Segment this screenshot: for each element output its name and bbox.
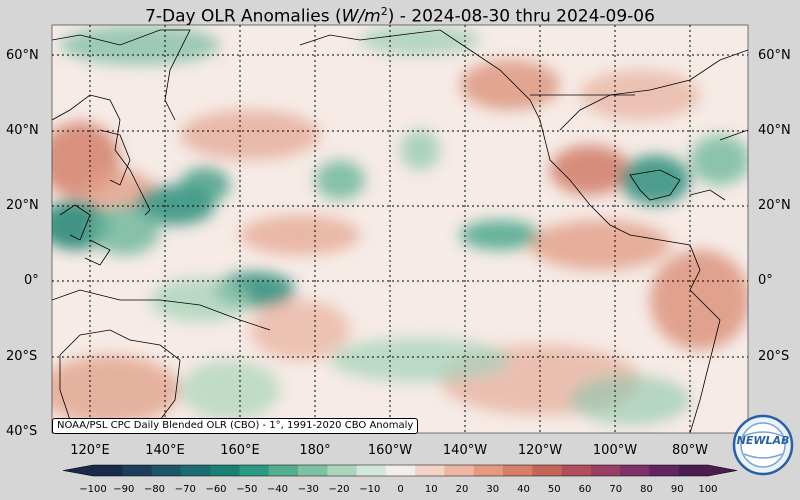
colorbar-right-arrow: [708, 465, 737, 476]
colorbar-swatch: [385, 465, 416, 476]
lon-label: 160°W: [367, 443, 413, 458]
lon-label: 80°W: [672, 443, 708, 458]
colorbar-swatch: [678, 465, 709, 476]
colorbar-tick-label: −20: [328, 484, 350, 495]
colorbar-tick-label: −30: [297, 484, 319, 495]
colorbar-tick-label: −80: [143, 484, 166, 495]
map-title: 7-Day OLR Anomalies (W/m2) - 2024-08-30 …: [145, 5, 655, 27]
colorbar-swatch: [415, 465, 445, 476]
lon-label: 180°: [299, 443, 331, 458]
lon-label: 120°E: [70, 443, 110, 458]
colorbar-tick-label: 90: [670, 484, 684, 495]
colorbar-left-arrow: [63, 465, 93, 476]
lon-label: 160°E: [220, 443, 260, 458]
colorbar-swatch: [532, 465, 563, 476]
colorbar-outline: [62, 464, 738, 477]
colorbar-swatch: [649, 465, 680, 476]
colorbar-swatch: [620, 465, 650, 476]
data-source-credit: NOAA/PSL CPC Daily Blended OLR (CBO) - 1…: [52, 418, 419, 434]
lat-label-left: 40°N: [6, 123, 39, 138]
colorbar-swatch: [268, 465, 299, 476]
colorbar-swatch: [503, 465, 533, 476]
lon-label: 120°W: [517, 443, 563, 458]
colorbar-tick-label: 40: [517, 484, 530, 495]
lat-label-right: 0°: [758, 273, 773, 288]
colorbar-tick-label: −40: [266, 484, 289, 495]
lat-label-right: 20°S: [758, 349, 790, 364]
lat-label-left: 0°: [24, 273, 39, 288]
colorbar-swatch: [239, 465, 270, 476]
colorbar-swatch: [444, 465, 475, 476]
newlab-logo: NEWLAB: [732, 414, 794, 476]
colorbar-tick-label: 70: [609, 484, 623, 495]
anomaly-field: [52, 25, 748, 425]
colorbar-tick-label: 30: [486, 484, 500, 495]
lat-label-left: 60°N: [6, 48, 39, 63]
colorbar-swatch: [298, 465, 328, 476]
colorbar-swatch: [122, 465, 153, 476]
colorbar-swatch: [590, 465, 621, 476]
lon-label: 140°E: [145, 443, 185, 458]
lat-label-left: 40°S: [6, 424, 38, 439]
lat-label-left: 20°N: [6, 198, 39, 213]
colorbar: [62, 464, 738, 477]
lat-label-right: 20°N: [758, 198, 791, 213]
colorbar-swatch: [210, 465, 240, 476]
colorbar-tick-label: −90: [113, 484, 135, 495]
colorbar-swatch: [151, 465, 182, 476]
colorbar-tick-label: −50: [236, 484, 258, 495]
colorbar-tick-label: 100: [698, 484, 718, 495]
globe-icon: [732, 414, 794, 476]
colorbar-tick-label: 60: [578, 484, 592, 495]
colorbar-tick-label: −100: [79, 484, 107, 495]
colorbar-swatch: [327, 465, 358, 476]
graticule: [52, 25, 748, 433]
colorbar-tick-label: −10: [359, 484, 381, 495]
colorbar-tick-label: −70: [174, 484, 196, 495]
colorbar-tick-label: 10: [424, 484, 438, 495]
colorbar-swatch: [180, 465, 211, 476]
lat-label-right: 40°N: [758, 123, 791, 138]
lon-label: 100°W: [592, 443, 638, 458]
colorbar-tick-label: −60: [205, 484, 227, 495]
lat-label-right: 60°N: [758, 48, 791, 63]
colorbar-tick-label: 50: [547, 484, 561, 495]
colorbar-tick-label: 0: [397, 484, 404, 495]
lon-label: 140°W: [442, 443, 488, 458]
colorbar-swatch: [561, 465, 592, 476]
lat-label-left: 20°S: [6, 349, 38, 364]
colorbar-swatch: [473, 465, 504, 476]
colorbar-tick-label: 20: [455, 484, 469, 495]
colorbar-tick-label: 80: [640, 484, 653, 495]
colorbar-swatch: [93, 465, 123, 476]
colorbar-swatch: [356, 465, 387, 476]
